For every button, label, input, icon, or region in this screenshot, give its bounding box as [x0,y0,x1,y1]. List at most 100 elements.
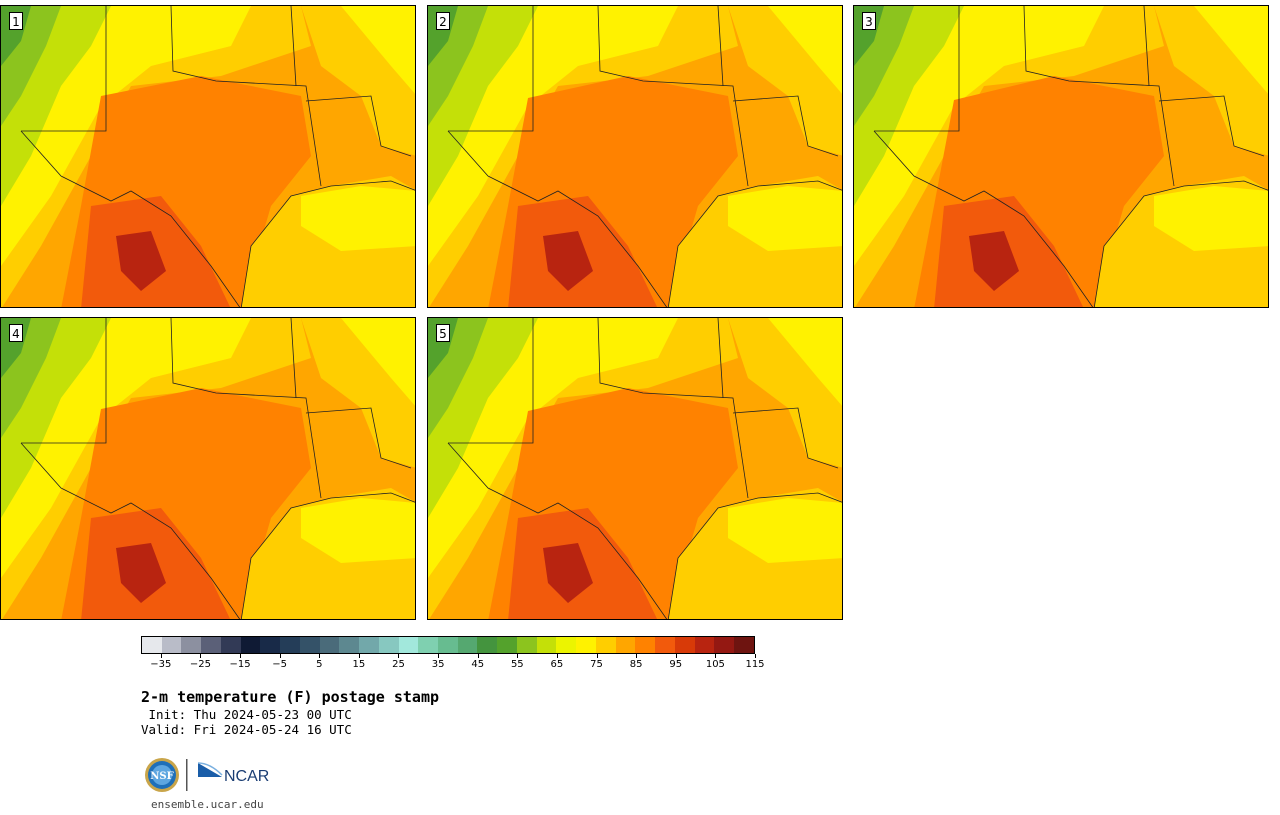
panel-label-5: 5 [436,324,450,342]
colorbar-tick [200,654,202,658]
state-border [448,318,534,444]
temperature-map-1 [1,6,415,307]
country-border [20,130,241,307]
colorbar-tick [517,654,519,658]
panel-label-2: 2 [436,12,450,30]
state-border [597,6,749,187]
colorbar-tick [160,654,162,658]
state-border [717,6,724,87]
panel-label-3: 3 [862,12,876,30]
temperature-map-3 [854,6,1268,307]
logos: NSF NCAR [145,758,269,792]
colorbar-tick-label: 15 [352,659,366,670]
colorbar-ticks: −35 −25 −15 −5 5 15 25 35 45 55 65 75 85 95 105 115 [141,654,765,674]
colorbar-swatch [161,637,182,653]
colorbar-tick [715,654,717,658]
state-border [732,407,839,469]
coastline [1093,180,1268,307]
nsf-logo-icon: NSF [145,758,179,792]
colorbar-tick-label: −5 [272,659,288,670]
colorbar-swatch [615,637,636,653]
state-border [448,6,534,132]
colorbar-tick-label: 105 [705,659,725,670]
colorbar-swatch [734,637,754,653]
svg-text:NSF: NSF [150,771,173,782]
state-border [717,318,724,399]
colorbar-swatch [635,637,656,653]
colorbar-tick [398,654,400,658]
state-border [1023,6,1175,187]
colorbar-tick [438,654,440,658]
colorbar-swatch [595,637,616,653]
colorbar-tick-label: 95 [669,659,683,670]
colorbar-tick [240,654,242,658]
colorbar-tick-label: 25 [392,659,405,670]
gulf-cool-water [728,498,842,563]
state-border [597,318,749,499]
temperature-map-5 [428,318,842,619]
mild-zone [341,318,415,406]
hottest-zone [969,231,1019,291]
mild-zone [1194,6,1268,94]
state-border [21,318,107,444]
coastline [240,492,415,619]
state-border [170,318,322,499]
colorbar-tick-label: −25 [189,659,211,670]
colorbar-tick [675,654,677,658]
hottest-zone [116,543,166,603]
state-border [305,95,412,157]
state-border [290,318,297,399]
website-url: ensemble.ucar.edu [151,798,264,811]
gulf-cool-water [1154,186,1268,251]
temperature-map-4 [1,318,415,619]
coastline [240,180,415,307]
state-border [1143,6,1150,87]
colorbar-swatch [576,637,596,653]
colorbar-tick-label: 45 [471,659,485,670]
colorbar-swatch [299,637,320,653]
colorbar-tick-label: 115 [745,659,765,670]
valid-time: Valid: Fri 2024-05-24 16 UTC [141,722,352,737]
hottest-zone [543,543,593,603]
coolest-zone [1,6,31,66]
colorbar-swatch [142,637,162,653]
colorbar-swatch [339,637,360,653]
colorbar-tick-label: 5 [316,659,323,670]
colorbar-tick [319,654,321,658]
colorbar-swatch [359,637,379,653]
colorbar-swatch [438,637,458,653]
colorbar-tick [358,654,360,658]
colorbar-swatch [556,637,577,653]
state-border [732,95,839,157]
colorbar-swatch [497,637,517,653]
init-time: Init: Thu 2024-05-23 00 UTC [141,707,352,722]
temperature-map-2 [428,6,842,307]
map-panel-2: 2 [427,5,843,308]
colorbar-tick [477,654,479,658]
panel-label-4: 4 [9,324,23,342]
colorbar-tick-label: −15 [229,659,251,670]
country-border [447,442,668,619]
colorbar-swatch [220,637,241,653]
map-panel-1: 1 [0,5,416,308]
colorbar-tick-label: 75 [590,659,603,670]
coastline [667,180,842,307]
colorbar-tick [279,654,281,658]
country-border [20,442,241,619]
mild-zone [768,6,842,94]
gulf-cool-water [728,186,842,251]
colorbar-tick-label: 65 [550,659,564,670]
hottest-zone [116,231,166,291]
map-panel-4: 4 [0,317,416,620]
colorbar-swatch [655,637,675,653]
panel-label-1: 1 [9,12,23,30]
colorbar-tick-label: −35 [150,659,172,670]
colorbar-swatch [694,637,715,653]
colorbar-swatch [181,637,202,653]
coolest-zone [854,6,884,66]
ncar-logo-icon: NCAR [197,762,269,785]
chart-title: 2-m temperature (F) postage stamp [141,688,440,706]
mild-zone [768,318,842,406]
colorbar-tick [755,654,756,658]
colorbar-swatch [674,637,695,653]
